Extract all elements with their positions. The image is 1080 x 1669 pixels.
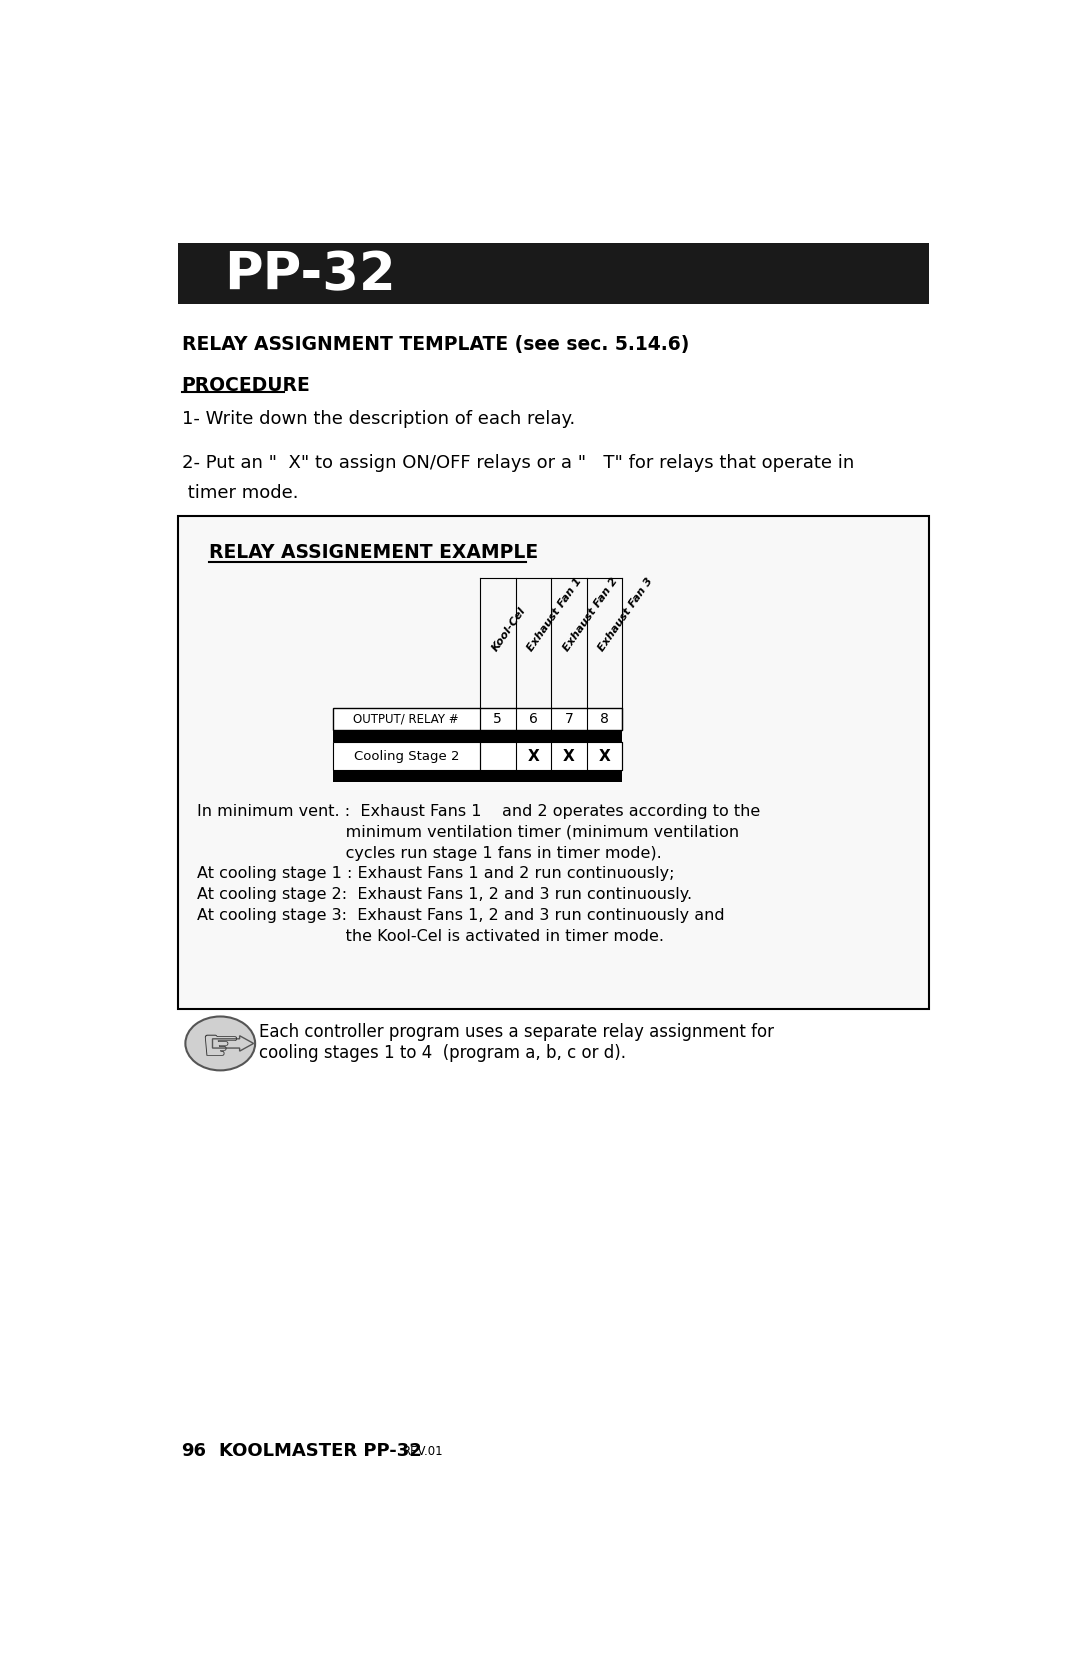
Text: the Kool-Cel is activated in timer mode.: the Kool-Cel is activated in timer mode. — [197, 928, 664, 943]
Text: PP-32: PP-32 — [225, 249, 396, 300]
Bar — [177, 516, 930, 1008]
Text: X: X — [563, 749, 575, 764]
Bar — [333, 743, 622, 769]
Text: 96: 96 — [181, 1442, 206, 1459]
Text: 6: 6 — [529, 713, 538, 726]
Text: minimum ventilation timer (minimum ventilation: minimum ventilation timer (minimum venti… — [197, 824, 739, 840]
Bar — [177, 242, 930, 304]
Bar — [333, 729, 622, 743]
FancyArrow shape — [213, 1036, 254, 1051]
Ellipse shape — [186, 1016, 255, 1070]
Text: Exhaust Fan 2: Exhaust Fan 2 — [561, 576, 619, 654]
Text: RELAY ASSIGNEMENT EXAMPLE: RELAY ASSIGNEMENT EXAMPLE — [208, 542, 538, 562]
Text: cycles run stage 1 fans in timer mode).: cycles run stage 1 fans in timer mode). — [197, 846, 662, 861]
Text: 5: 5 — [494, 713, 502, 726]
Text: At cooling stage 1 : Exhaust Fans 1 and 2 run continuously;: At cooling stage 1 : Exhaust Fans 1 and … — [197, 866, 675, 881]
Text: RELAY ASSIGNMENT TEMPLATE (see sec. 5.14.6): RELAY ASSIGNMENT TEMPLATE (see sec. 5.14… — [181, 335, 689, 354]
Text: Exhaust Fan 3: Exhaust Fan 3 — [596, 576, 654, 654]
Text: In minimum vent. :  Exhaust Fans 1    and 2 operates according to the: In minimum vent. : Exhaust Fans 1 and 2 … — [197, 804, 760, 819]
Text: 8: 8 — [600, 713, 609, 726]
Text: KOOLMASTER PP-32: KOOLMASTER PP-32 — [218, 1442, 421, 1459]
Text: Exhaust Fan 1: Exhaust Fan 1 — [525, 576, 583, 654]
Text: timer mode.: timer mode. — [181, 484, 298, 502]
Text: 7: 7 — [565, 713, 573, 726]
Text: Kool-Cel: Kool-Cel — [489, 606, 527, 654]
Text: 2- Put an "  X" to assign ON/OFF relays or a "   T" for relays that operate in: 2- Put an " X" to assign ON/OFF relays o… — [181, 454, 854, 472]
Text: X: X — [527, 749, 539, 764]
Text: Each controller program uses a separate relay assignment for: Each controller program uses a separate … — [259, 1023, 774, 1041]
Text: OUTPUT/ RELAY #: OUTPUT/ RELAY # — [353, 713, 459, 726]
Text: REV.01: REV.01 — [403, 1445, 443, 1459]
Bar — [333, 769, 622, 783]
Text: ☞: ☞ — [200, 1026, 240, 1068]
Bar — [333, 708, 622, 729]
Text: X: X — [598, 749, 610, 764]
Text: 1- Write down the description of each relay.: 1- Write down the description of each re… — [181, 409, 575, 427]
Text: cooling stages 1 to 4  (program a, b, c or d).: cooling stages 1 to 4 (program a, b, c o… — [259, 1045, 626, 1061]
Text: Cooling Stage 2: Cooling Stage 2 — [353, 749, 459, 763]
Text: At cooling stage 3:  Exhaust Fans 1, 2 and 3 run continuously and: At cooling stage 3: Exhaust Fans 1, 2 an… — [197, 908, 725, 923]
Text: At cooling stage 2:  Exhaust Fans 1, 2 and 3 run continuously.: At cooling stage 2: Exhaust Fans 1, 2 an… — [197, 888, 692, 903]
Text: PROCEDURE: PROCEDURE — [181, 376, 310, 396]
